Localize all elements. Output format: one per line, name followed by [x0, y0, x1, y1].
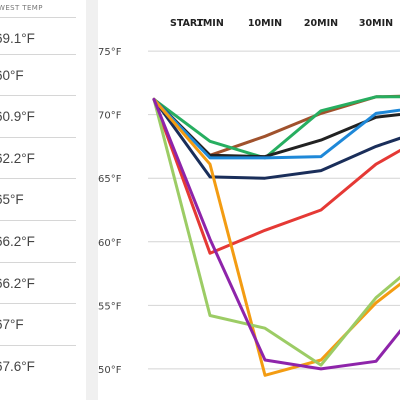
series-line — [152, 95, 400, 160]
list-item: 62.2°F — [0, 137, 76, 179]
list-item: 60.9°F — [0, 95, 76, 137]
left-temperature-panel: WEST TEMP 69.1°F 60°F 60.9°F 62.2°F 65°F… — [0, 0, 76, 400]
y-tick-label: 75°F — [98, 47, 122, 58]
x-tick-label: 20MIN — [304, 18, 338, 29]
series-line — [152, 97, 400, 371]
y-tick-label: 60°F — [98, 238, 122, 249]
x-tick-label: 30MIN — [359, 18, 393, 29]
temperature-value: 60°F — [0, 68, 24, 83]
column-header: WEST TEMP — [0, 4, 43, 12]
panel-divider — [86, 0, 98, 400]
temperature-value: 67°F — [0, 317, 24, 332]
list-item: 66.2°F — [0, 262, 76, 304]
y-tick-label: 70°F — [98, 111, 122, 122]
x-tick-label: 1MIN — [196, 18, 224, 29]
y-tick-label: 65°F — [98, 174, 122, 185]
temperature-value: 60.9°F — [0, 109, 35, 124]
list-item: 65°F — [0, 178, 76, 220]
series-line — [152, 97, 400, 367]
y-tick-label: 55°F — [98, 301, 122, 312]
list-item: 69.1°F — [0, 17, 76, 59]
temperature-value: 62.2°F — [0, 151, 35, 166]
series-line — [152, 97, 400, 160]
series-line — [152, 97, 400, 377]
temperature-value: 65°F — [0, 192, 24, 207]
x-tick-label: 10MIN — [248, 18, 282, 29]
series-line — [152, 97, 400, 180]
series-line — [152, 97, 400, 255]
list-item: 60°F — [0, 54, 76, 96]
temperature-value: 67.6°F — [0, 359, 35, 374]
y-tick-label: 50°F — [98, 365, 122, 376]
temperature-value: 69.1°F — [0, 31, 35, 46]
list-item: 66.2°F — [0, 220, 76, 262]
list-item: 67°F — [0, 303, 76, 345]
temperature-value: 66.2°F — [0, 276, 35, 291]
temperature-value: 66.2°F — [0, 234, 35, 249]
x-tick-label: START — [170, 18, 204, 29]
temperature-line-chart: 75°F 70°F 65°F 60°F 55°F 50°F START 1MIN 10MIN 20… — [98, 0, 400, 400]
list-item: 67.6°F — [0, 345, 76, 387]
